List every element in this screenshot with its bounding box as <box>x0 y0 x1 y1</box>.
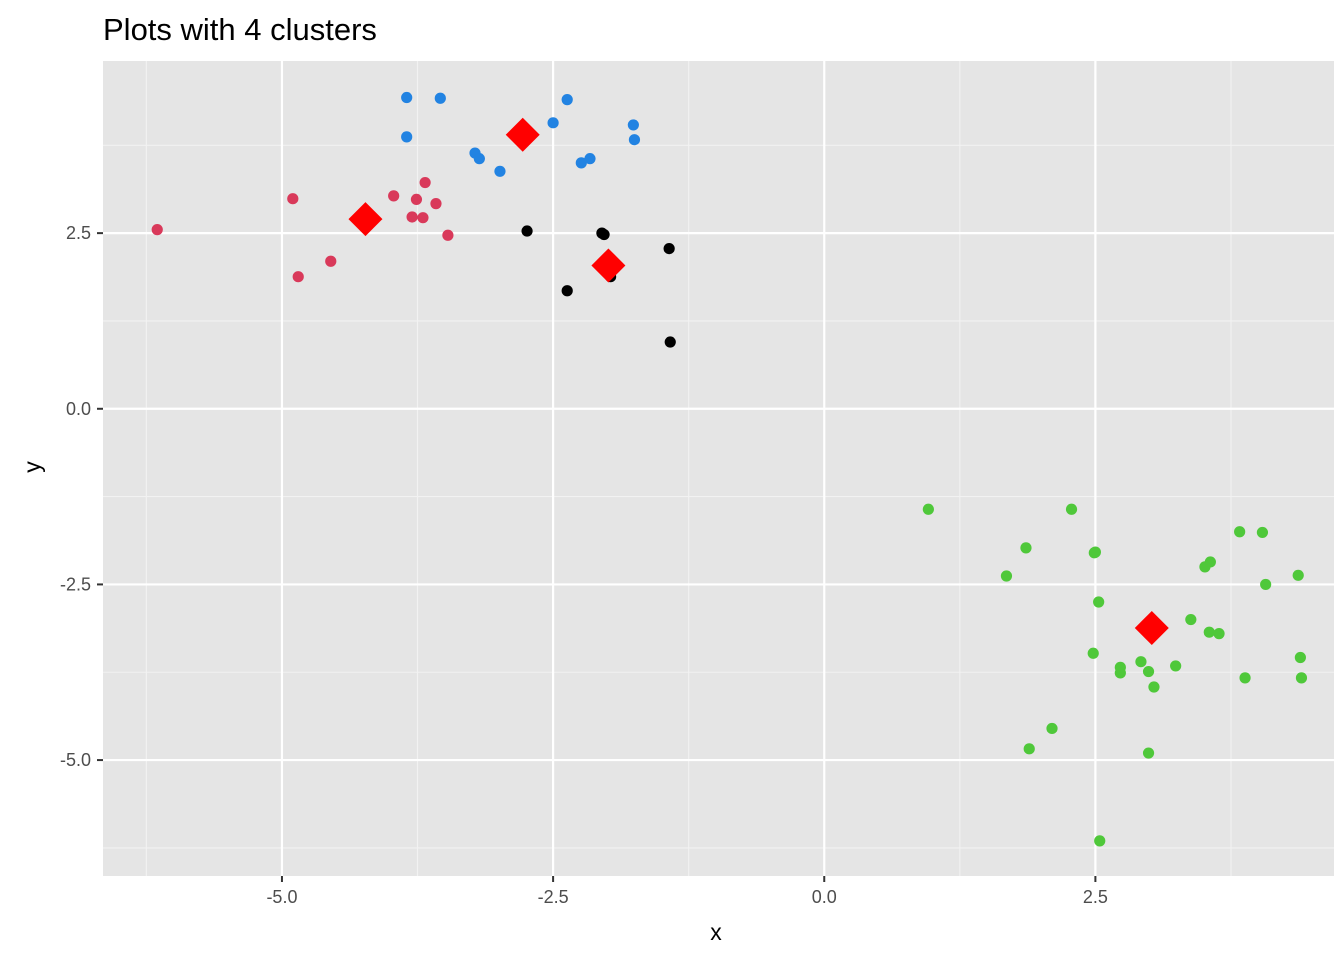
x-tick-label: -5.0 <box>266 887 297 907</box>
data-point <box>1239 672 1251 684</box>
x-tick-label: -2.5 <box>538 887 569 907</box>
data-point <box>151 224 163 236</box>
data-point <box>1046 722 1058 735</box>
data-point <box>417 212 429 224</box>
data-point <box>1000 570 1013 582</box>
data-point <box>1114 667 1126 679</box>
data-point <box>1234 526 1246 538</box>
data-point <box>521 225 533 237</box>
data-point <box>922 503 934 515</box>
plot-panel <box>103 61 1334 876</box>
x-axis-ticks: -5.0 -2.5 0.0 2.5 <box>266 876 1108 907</box>
data-point <box>388 190 400 202</box>
data-point <box>419 176 431 189</box>
data-point <box>325 255 337 267</box>
data-point <box>1065 503 1078 515</box>
minor-grid-lines <box>103 61 1334 876</box>
data-point <box>628 134 641 146</box>
data-point <box>1023 743 1035 755</box>
data-point <box>1203 626 1215 638</box>
data-point <box>1142 747 1155 759</box>
centroid-marker <box>505 117 540 152</box>
data-point <box>1089 546 1101 558</box>
data-point <box>442 229 454 241</box>
data-point <box>575 157 587 169</box>
data-point <box>1256 526 1269 539</box>
x-axis-label: x <box>710 919 722 945</box>
data-point <box>1295 672 1308 684</box>
data-point <box>401 91 413 104</box>
data-point <box>561 285 573 297</box>
data-point <box>1260 578 1272 591</box>
data-point <box>1170 660 1182 672</box>
x-tick-label: 2.5 <box>1083 887 1108 907</box>
data-point <box>663 242 675 255</box>
y-tick-label: -2.5 <box>60 574 91 594</box>
y-axis-ticks: 2.5 0.0 -2.5 -5.0 <box>60 223 103 770</box>
centroid-marker <box>1134 610 1169 645</box>
chart-title: Plots with 4 clusters <box>103 12 377 47</box>
data-point <box>1142 665 1155 678</box>
x-tick-label: 0.0 <box>812 887 837 907</box>
data-point <box>584 153 596 165</box>
data-point <box>292 271 304 283</box>
y-tick-label: 2.5 <box>66 223 91 243</box>
y-tick-label: 0.0 <box>66 399 91 419</box>
centroid-marker <box>348 202 383 237</box>
data-point <box>1199 561 1211 573</box>
y-axis-label: y <box>19 461 45 473</box>
data-point <box>627 119 639 131</box>
data-point <box>547 117 559 129</box>
data-point <box>401 131 413 143</box>
data-point <box>1213 628 1225 640</box>
data-points <box>151 91 1308 847</box>
data-point <box>1148 681 1160 693</box>
data-point <box>1294 651 1306 664</box>
data-point <box>1135 656 1147 668</box>
data-point <box>664 336 676 348</box>
data-point <box>434 92 446 104</box>
data-point <box>494 165 506 177</box>
data-point <box>406 211 418 223</box>
data-point <box>1087 647 1099 659</box>
data-point <box>430 198 442 210</box>
major-grid-lines <box>103 61 1334 876</box>
centroid-marker <box>591 248 626 283</box>
data-point <box>1020 542 1032 554</box>
data-point <box>410 193 423 206</box>
data-point <box>287 193 299 205</box>
data-point <box>1185 613 1197 626</box>
data-point <box>1093 596 1105 608</box>
data-point <box>473 153 485 165</box>
y-tick-label: -5.0 <box>60 750 91 770</box>
data-point <box>598 228 610 241</box>
data-point <box>561 94 573 106</box>
data-point <box>1094 835 1106 847</box>
data-point <box>1292 569 1304 581</box>
